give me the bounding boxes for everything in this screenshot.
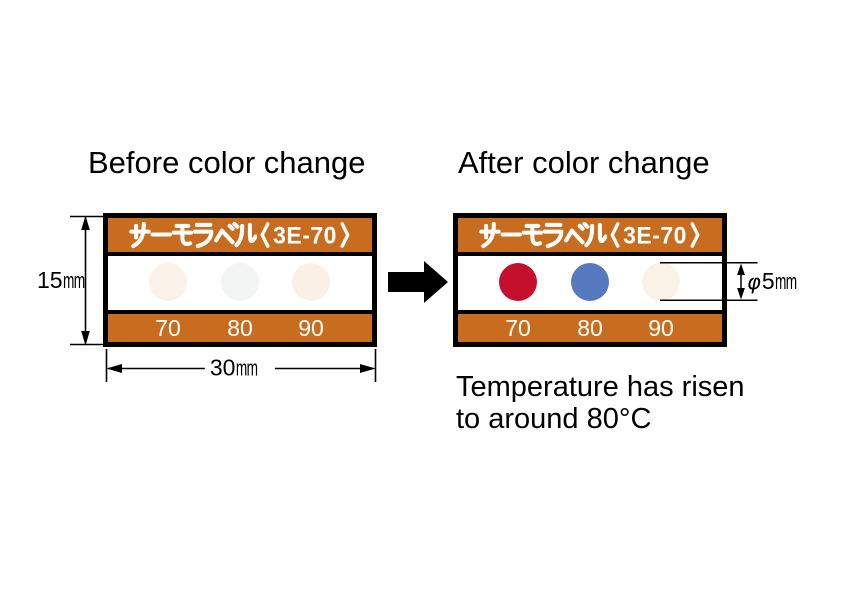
dimension-arrow-right-icon — [360, 364, 376, 373]
temp-value-70: 70 — [155, 315, 181, 341]
dimension-height-unit: mm — [62, 268, 85, 293]
label-dot-area-after — [458, 256, 722, 310]
dimension-width-number: 30 — [209, 354, 236, 381]
temp-dot-80-before — [221, 263, 259, 301]
thermo-label-after: 3E-70 70 80 90 — [453, 213, 727, 347]
temp-value-90: 90 — [648, 315, 674, 341]
dimension-width-unit: mm — [235, 355, 257, 381]
temp-dot-80-after — [571, 263, 609, 301]
label-model-text: 3E-70 — [623, 220, 687, 249]
label-temp-scale-before: 70 80 90 — [108, 310, 372, 342]
temp-value-70: 70 — [505, 315, 531, 341]
caption-line-2: to around 80°C — [456, 403, 652, 435]
dimension-arrow-left-icon — [106, 364, 122, 373]
angle-bracket-close-icon — [690, 222, 700, 248]
caption-line-1: Temperature has risen — [456, 371, 745, 403]
temp-dot-70-after — [499, 263, 537, 301]
angle-bracket-close-icon — [340, 222, 350, 248]
after-title: After color change — [458, 145, 710, 180]
dimension-height-number: 15 — [37, 267, 63, 293]
label-model-text: 3E-70 — [273, 220, 337, 249]
dimension-arrow-down-icon — [737, 288, 745, 300]
thermo-label-before: 3E-70 70 80 90 — [103, 213, 377, 347]
dimension-diameter-label: φ5mm — [747, 268, 809, 295]
caption-text: Temperature has risen to around 80°C — [456, 371, 745, 435]
label-header-after: 3E-70 — [458, 218, 722, 256]
temp-dot-70-before — [149, 263, 187, 301]
label-header-before: 3E-70 — [108, 218, 372, 256]
dimension-arrow-up-icon — [737, 263, 745, 275]
temp-value-80: 80 — [227, 315, 253, 341]
phi-symbol: φ — [747, 270, 761, 294]
label-dot-area-before — [108, 256, 372, 310]
brand-logo-katakana — [479, 222, 607, 249]
brand-logo-katakana — [129, 222, 257, 249]
dimension-width-label: 30mm — [204, 354, 276, 382]
dimension-arrow-down-icon — [81, 331, 90, 346]
temp-dot-90-before — [292, 263, 330, 301]
dimension-arrow-up-icon — [81, 215, 90, 230]
temp-dot-90-after — [642, 263, 680, 301]
dimension-height-label: 15mm — [37, 267, 97, 294]
angle-bracket-open-icon — [260, 222, 270, 248]
label-temp-scale-after: 70 80 90 — [458, 310, 722, 342]
temp-value-90: 90 — [298, 315, 324, 341]
temp-value-80: 80 — [577, 315, 603, 341]
arrow-right-icon — [388, 261, 448, 303]
angle-bracket-open-icon — [610, 222, 620, 248]
dimension-diameter-unit: mm — [774, 269, 797, 294]
before-title: Before color change — [88, 145, 366, 180]
dimension-diameter-number: 5 — [761, 268, 775, 294]
